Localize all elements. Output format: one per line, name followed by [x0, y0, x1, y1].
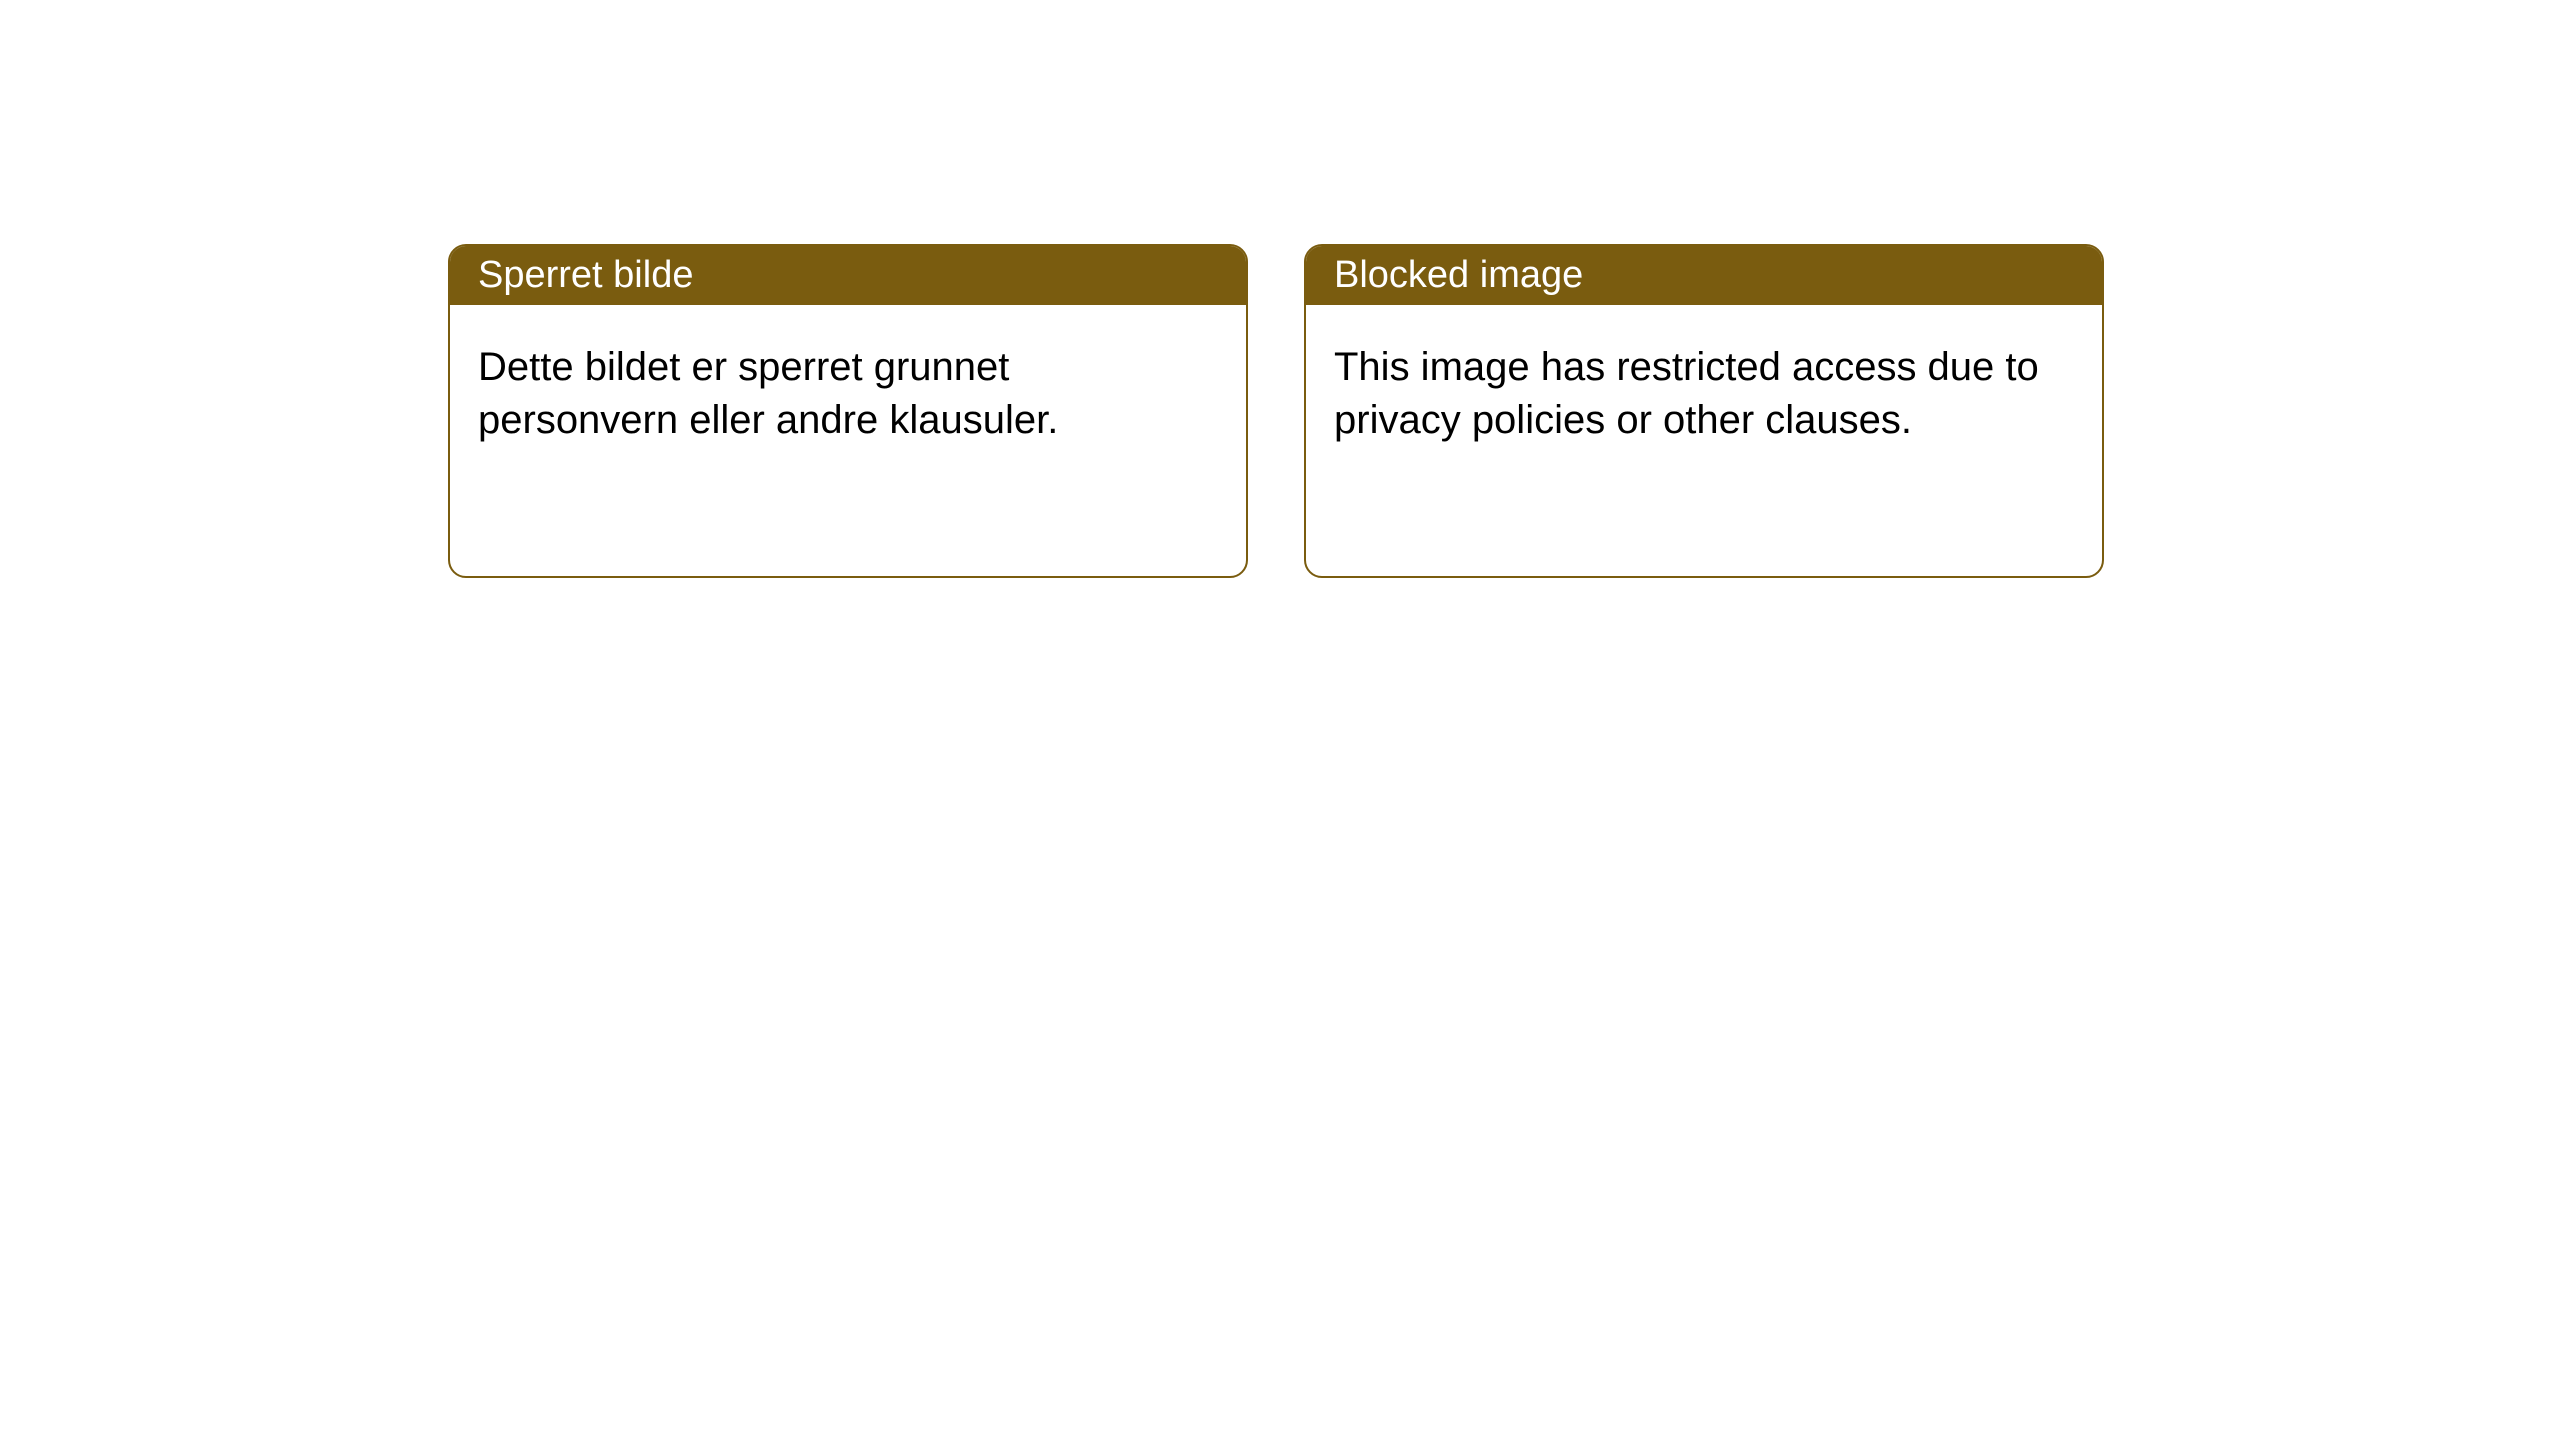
card-title: Sperret bilde [478, 254, 693, 296]
notice-card-english: Blocked image This image has restricted … [1304, 244, 2104, 578]
notice-card-norwegian: Sperret bilde Dette bildet er sperret gr… [448, 244, 1248, 578]
card-title: Blocked image [1334, 254, 1583, 296]
card-header: Blocked image [1306, 246, 2102, 305]
card-header: Sperret bilde [450, 246, 1246, 305]
notice-container: Sperret bilde Dette bildet er sperret gr… [448, 244, 2104, 578]
card-body: This image has restricted access due to … [1306, 305, 2102, 483]
card-body-text: Dette bildet er sperret grunnet personve… [478, 345, 1058, 442]
card-body-text: This image has restricted access due to … [1334, 345, 2039, 442]
card-body: Dette bildet er sperret grunnet personve… [450, 305, 1246, 483]
